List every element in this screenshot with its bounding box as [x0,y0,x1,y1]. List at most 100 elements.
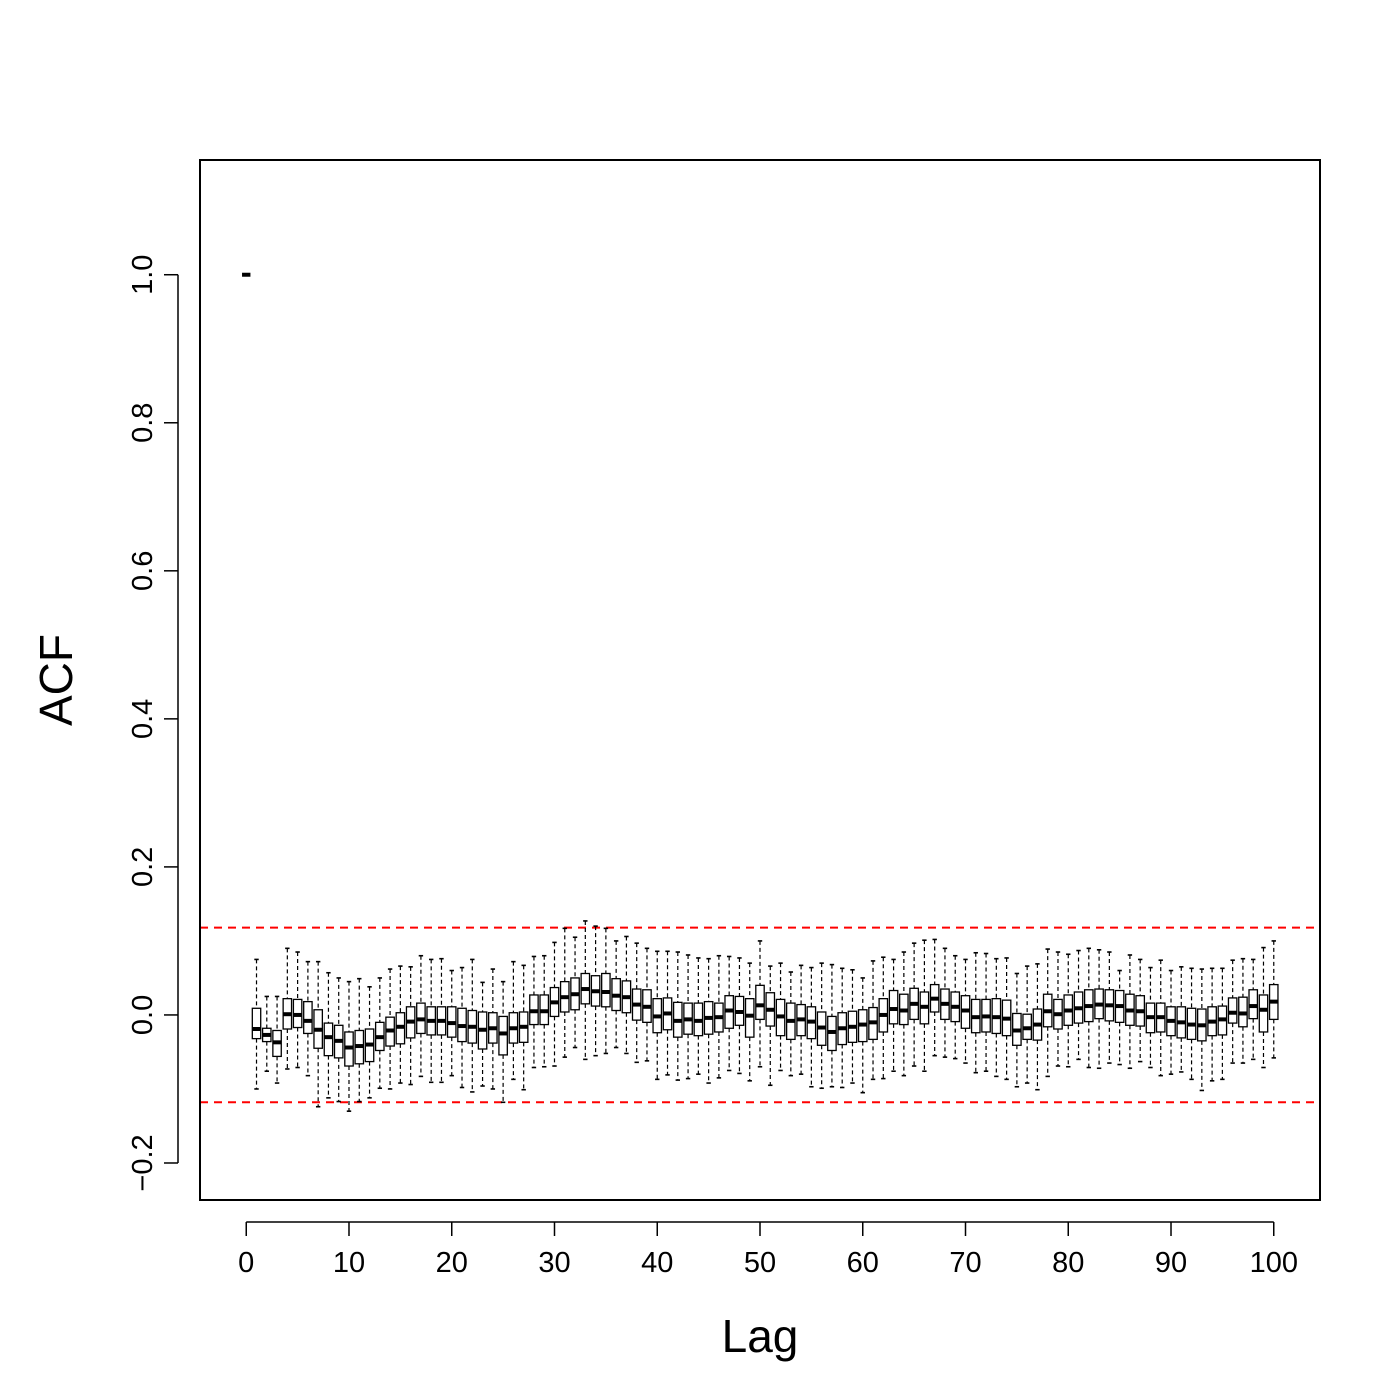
lag-box-97 [1238,957,1248,1064]
lag-box-86 [1125,954,1135,1070]
lag-box-63 [888,958,899,1073]
y-tick-label: 0.0 [127,995,159,1035]
x-tick-label: 0 [238,1247,254,1279]
lag-box-88 [1145,966,1156,1069]
lag-box-19 [436,957,447,1084]
x-tick-label: 60 [847,1247,879,1279]
x-axis-title: Lag [722,1310,799,1362]
x-tick-label: 70 [949,1247,981,1279]
x-tick-label: 80 [1052,1247,1084,1279]
lag-box-98 [1248,958,1259,1061]
lag-box-16 [405,966,416,1086]
y-tick-label: 0.6 [127,551,159,591]
lag-box-37 [621,935,632,1055]
lag-box-12 [364,986,375,1099]
box-iqr [755,984,765,1021]
y-axis-title: ACF [30,634,82,726]
lag-box-96 [1227,959,1238,1064]
box-iqr [498,1015,508,1056]
plot-frame [199,159,1321,1201]
lag-box-14 [385,968,395,1090]
lag-box-27 [518,964,529,1091]
lag-box-100 [1268,940,1279,1059]
x-tick-label: 20 [436,1247,468,1279]
lag-box-64 [899,951,909,1077]
y-tick-label: 0.4 [127,699,159,739]
lag-box-66 [919,939,930,1073]
lag-box-85 [1114,969,1125,1066]
x-axis: 0 10 20 30 40 50 60 70 80 90 100 [238,1221,1298,1279]
lag-box-92 [1186,967,1197,1081]
lag-box-39 [642,947,652,1062]
lag-box-24 [487,968,498,1090]
lag-box-31 [559,927,570,1058]
lag-box-70 [960,958,971,1064]
lag-box-51 [765,965,776,1087]
lag-box-77 [1032,963,1043,1091]
lag-box-26 [508,960,519,1081]
y-tick-label: −0.2 [127,1134,159,1191]
box-iqr [1258,994,1269,1033]
lag-box-56 [816,962,827,1090]
lag-box-69 [950,954,961,1060]
lag-box-18 [426,958,437,1084]
lag-box-40 [652,950,663,1081]
lag-box-17 [416,954,426,1078]
lag-box-54 [796,964,806,1075]
lag-box-65 [909,942,919,1067]
lag-box-62 [878,956,889,1080]
lag-box-35 [601,927,611,1055]
lag-box-72 [981,952,991,1073]
lag-box-81 [1073,949,1084,1061]
lag-box-71 [970,951,981,1074]
lag-box-3 [272,995,282,1084]
lag-box-79 [1053,951,1063,1067]
lag-box-47 [724,955,735,1072]
x-tick-label: 50 [744,1247,776,1279]
lag-box-42 [672,951,683,1081]
lag-box-78 [1042,948,1053,1078]
lag-box-41 [662,950,673,1076]
lag-box-28 [529,955,539,1069]
lag-box-1 [251,958,262,1090]
lag-box-61 [868,960,878,1081]
lag-box-5 [292,951,303,1069]
lag-box-53 [785,971,796,1077]
lag-box-59 [847,968,858,1084]
lag-box-45 [703,957,714,1084]
lag-box-4 [282,947,293,1070]
lag-boxplots [242,272,1279,1112]
y-axis: −0.2 0.0 0.2 0.4 0.6 0.8 1.0 [127,255,179,1192]
lag-box-99 [1258,946,1269,1069]
lag-box-52 [775,962,786,1072]
lag-box-87 [1135,958,1146,1063]
lag-box-82 [1083,947,1094,1069]
lag-box-43 [683,954,693,1080]
lag-box-50 [755,940,765,1068]
lag-box-10 [344,980,354,1112]
lag-box-36 [611,940,621,1049]
lag-box-6 [303,960,313,1077]
lag-box-2 [261,995,272,1073]
lag-box-29 [539,954,550,1068]
box-iqr [323,1022,334,1057]
lag-box-89 [1155,959,1166,1077]
x-tick-label: 90 [1155,1247,1187,1279]
x-tick-label: 30 [538,1247,570,1279]
lag-box-83 [1094,949,1104,1070]
lag-box-33 [580,920,591,1061]
lag-box-7 [313,960,324,1108]
lag-box-48 [734,957,745,1075]
lag-box-25 [498,980,508,1104]
confidence-bounds [200,926,1320,1104]
lag-box-49 [744,962,755,1082]
lag-box-55 [806,966,817,1088]
box-iqr [303,1000,313,1035]
lag-box-38 [631,942,642,1064]
y-tick-label: 0.8 [127,403,159,443]
lag-box-90 [1166,969,1176,1075]
box-iqr [1227,997,1238,1024]
lag-box-73 [991,957,1002,1078]
lag-box-76 [1022,965,1033,1084]
